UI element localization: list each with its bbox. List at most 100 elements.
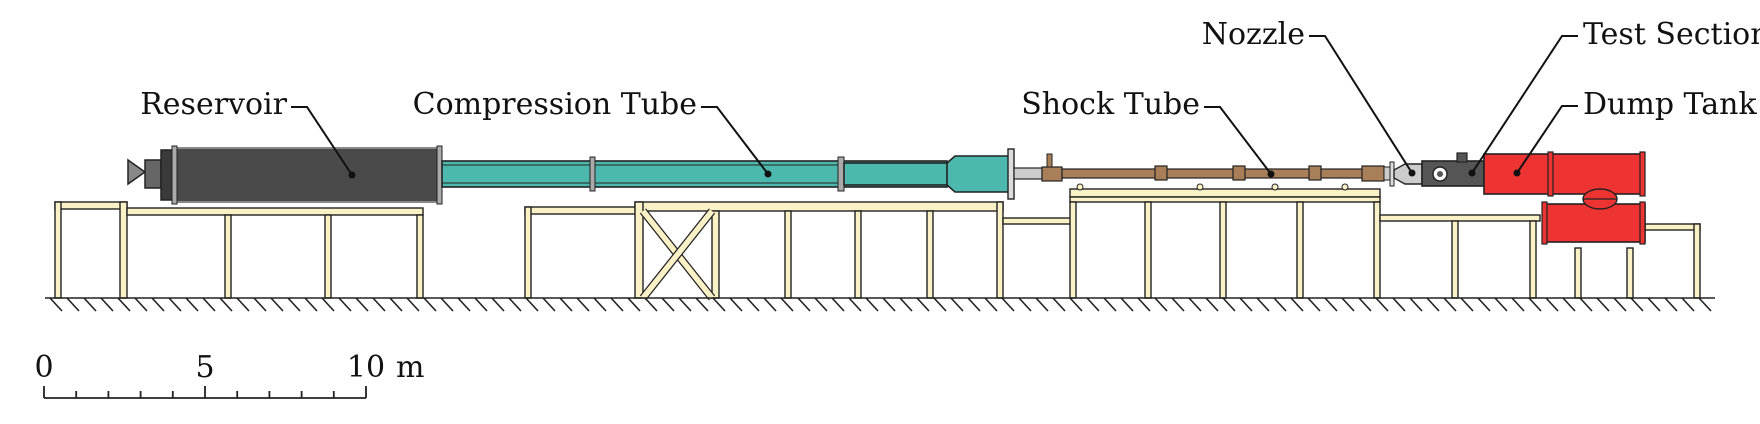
ground-hatch [831, 297, 845, 312]
ground-hatch [134, 297, 148, 312]
ground-hatch [1528, 297, 1542, 312]
ground-hatch [355, 297, 369, 312]
ground-hatch [508, 297, 522, 312]
ground-hatch [797, 297, 811, 312]
ground-hatch [1188, 297, 1202, 312]
ground-hatch [644, 297, 658, 312]
ground-hatch [712, 297, 726, 312]
nozzle [1389, 161, 1423, 187]
ground-hatch [916, 297, 930, 312]
ground-hatch [1358, 297, 1372, 312]
ground-hatch [1647, 297, 1661, 312]
ground-hatch [1222, 297, 1236, 312]
ground-hatch [814, 297, 828, 312]
reservoir-end-cap [127, 158, 147, 186]
ground-hatch [610, 297, 624, 312]
label-dump-tank: Dump Tank [1513, 87, 1757, 177]
ground-hatch [1443, 297, 1457, 312]
svg-text:Compression Tube: Compression Tube [413, 87, 697, 122]
ground-hatch [1664, 297, 1678, 312]
ground-hatch [1613, 297, 1627, 312]
compression-tube-support [524, 201, 1076, 301]
ground-hatch [695, 297, 709, 312]
ground-hatch [1562, 297, 1576, 312]
ground-hatch [423, 297, 437, 312]
scale-tick-label-10: 10 [347, 350, 385, 385]
ground-hatch [1681, 297, 1695, 312]
label-shock-tube: Shock Tube [1021, 87, 1275, 178]
ground-hatch [321, 297, 335, 312]
scale-bar: 0 5 10 m [34, 350, 424, 399]
ground-hatch [1290, 297, 1304, 312]
ground-hatch [338, 297, 352, 312]
dump-tank [1483, 151, 1646, 245]
ground-hatch [1154, 297, 1168, 312]
ground-hatch [474, 297, 488, 312]
ground-hatch [525, 297, 539, 312]
ground-hatch [270, 297, 284, 312]
ground-hatch [1545, 297, 1559, 312]
reservoir-support [54, 201, 424, 299]
ground-hatch [168, 297, 182, 312]
ground-hatch [967, 297, 981, 312]
ground-hatch [1103, 297, 1117, 312]
ground-hatch [406, 297, 420, 312]
reservoir [127, 145, 443, 205]
ground-hatch [1035, 297, 1049, 312]
reservoir-body [174, 147, 440, 203]
ground-hatch [1239, 297, 1253, 312]
ground-hatch [576, 297, 590, 312]
diaphragm-flange [1007, 148, 1015, 200]
ground-hatch [287, 297, 301, 312]
ground-hatch [83, 297, 97, 312]
svg-text:Test Section: Test Section [1583, 17, 1760, 52]
ground-hatch [882, 297, 896, 312]
dump-tank-support [1379, 214, 1701, 299]
ground-hatch [1477, 297, 1491, 312]
ground-hatch [1409, 297, 1423, 312]
ground-hatch [1511, 297, 1525, 312]
ground-hatch [1018, 297, 1032, 312]
ground-hatch [678, 297, 692, 312]
ground-hatch [151, 297, 165, 312]
ground-hatch [763, 297, 777, 312]
label-nozzle: Nozzle [1202, 17, 1416, 177]
svg-text:Nozzle: Nozzle [1202, 17, 1305, 52]
svg-text:Reservoir: Reservoir [140, 87, 287, 122]
ground-hatch [1698, 297, 1712, 312]
dump-tank-upper [1483, 153, 1645, 195]
ground-hatch [848, 297, 862, 312]
ground-hatch [593, 297, 607, 312]
ground-hatch [780, 297, 794, 312]
shock-tube-support [1069, 183, 1381, 299]
ground-hatch [1069, 297, 1083, 312]
ground-hatch [66, 297, 80, 312]
scale-tick-label-5: 5 [195, 350, 214, 385]
dump-tank-lower [1544, 203, 1646, 243]
ground-hatch [729, 297, 743, 312]
ground-hatch [1137, 297, 1151, 312]
support-frames [54, 183, 1701, 301]
ground-hatch [457, 297, 471, 312]
label-reservoir: Reservoir [140, 87, 356, 179]
ground-hatch [1307, 297, 1321, 312]
ground-hatch [950, 297, 964, 312]
ground-hatch [746, 297, 760, 312]
ground-hatch [1426, 297, 1440, 312]
ground-hatch [1596, 297, 1610, 312]
ground-hatch [1052, 297, 1066, 312]
label-compression-tube: Compression Tube [413, 87, 772, 178]
ground-hatch [372, 297, 386, 312]
ground-hatch [389, 297, 403, 312]
ground-hatch [899, 297, 913, 312]
ground-hatch [236, 297, 250, 312]
ground-hatch [1375, 297, 1389, 312]
compression-tube-end [843, 162, 950, 186]
ground-hatch [219, 297, 233, 312]
scale-unit: m [396, 350, 424, 385]
ground-hatch [1273, 297, 1287, 312]
ground-hatch [1341, 297, 1355, 312]
ground-hatch [100, 297, 114, 312]
ground-hatch [49, 297, 63, 312]
